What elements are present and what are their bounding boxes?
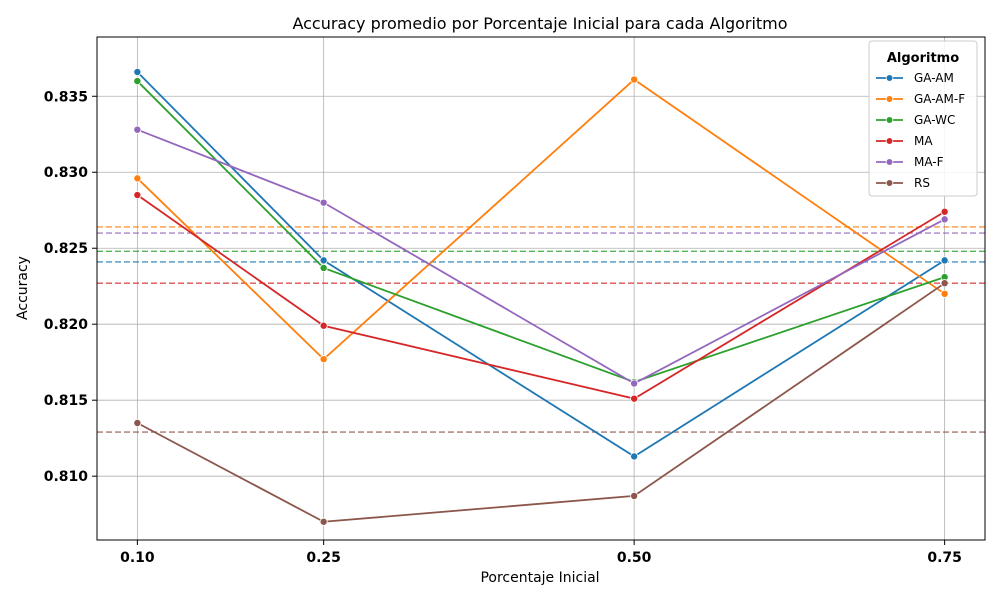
legend-label: GA-WC <box>914 113 955 127</box>
legend-label: MA <box>914 134 933 148</box>
chart-title: Accuracy promedio por Porcentaje Inicial… <box>292 14 787 33</box>
legend-label: MA-F <box>914 155 944 169</box>
y-tick-label: 0.820 <box>44 317 89 333</box>
data-point-ma-f <box>133 125 142 134</box>
data-point-ma-f <box>319 198 328 207</box>
y-tick-label: 0.830 <box>44 165 89 181</box>
data-point-ga-am <box>630 452 639 461</box>
grid <box>97 37 985 540</box>
legend-label: GA-AM <box>914 71 954 85</box>
y-tick-label: 0.810 <box>44 469 89 485</box>
data-point-ga-wc <box>319 263 328 272</box>
legend-title: Algoritmo <box>887 51 959 66</box>
data-point-ga-am-f <box>319 355 328 364</box>
legend-label: RS <box>914 176 930 190</box>
x-axis-label: Porcentaje Inicial <box>480 570 599 586</box>
data-point-ma-f <box>940 215 949 224</box>
y-axis-label: Accuracy <box>15 256 31 320</box>
series-line-ga-am <box>136 71 946 458</box>
legend-swatch-marker <box>885 158 894 166</box>
legend-swatch-marker <box>885 179 894 187</box>
data-point-ga-am-f <box>940 289 949 298</box>
legend-swatch-marker <box>885 74 894 82</box>
legend-swatch-marker <box>885 137 894 145</box>
plot-frame <box>96 36 986 541</box>
data-point-ma <box>940 207 949 216</box>
x-tick-label: 0.50 <box>617 550 652 566</box>
data-point-rs <box>630 491 639 500</box>
y-tick-label: 0.825 <box>44 241 88 257</box>
data-point-rs <box>319 517 328 526</box>
data-point-ga-am-f <box>630 75 639 84</box>
data-point-ma <box>133 191 142 200</box>
x-tick-label: 0.75 <box>927 550 962 566</box>
legend-swatch-marker <box>885 116 894 124</box>
series-line-rs <box>136 282 946 523</box>
series-line-ma-f <box>137 128 946 385</box>
series-line-ga-wc <box>136 80 945 383</box>
data-point-ma <box>630 394 639 403</box>
data-point-ga-am-f <box>133 174 142 183</box>
axes: 0.10 0.25 0.50 0.75 0.810 0.815 0.820 0.825 0.83… <box>44 36 986 566</box>
legend-box <box>868 40 978 197</box>
y-tick-label: 0.815 <box>44 393 88 409</box>
x-tick-label: 0.25 <box>306 550 341 566</box>
y-tick-label: 0.835 <box>44 89 88 105</box>
series-line-ga-am-f <box>136 78 946 361</box>
data-point-ga-am <box>319 256 328 265</box>
data-point-rs <box>940 279 949 288</box>
legend: Algoritmo GA-AM GA-AM-F GA-WC MA MA-F RS <box>868 40 978 197</box>
data-point-rs <box>133 418 142 427</box>
legend-label: GA-AM-F <box>914 92 965 106</box>
data-point-ma-f <box>630 379 639 388</box>
data-point-ga-wc <box>133 77 142 86</box>
legend-items: GA-AM GA-AM-F GA-WC MA MA-F RS <box>876 71 965 190</box>
legend-swatch-marker <box>885 95 894 103</box>
x-tick-label: 0.10 <box>120 550 155 566</box>
data-point-ga-am <box>133 67 142 76</box>
data-point-ma <box>319 321 328 330</box>
data-point-ga-am <box>940 256 949 265</box>
series-line-ma <box>136 194 946 400</box>
series-lines <box>133 67 949 526</box>
